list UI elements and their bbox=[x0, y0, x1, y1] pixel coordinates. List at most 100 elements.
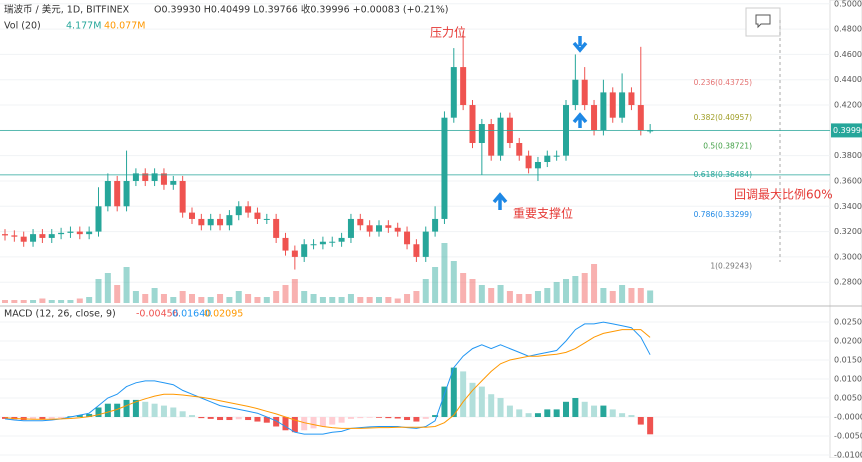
volume-bar bbox=[628, 288, 635, 303]
volume-bar bbox=[58, 300, 65, 303]
annotation: 重要支撑位 bbox=[513, 206, 573, 221]
macd-bar bbox=[30, 416, 37, 420]
candle-body bbox=[357, 218, 364, 226]
volume-bar bbox=[366, 297, 373, 303]
candle-body bbox=[2, 234, 8, 236]
macd-legend: 0.02095 bbox=[204, 309, 243, 320]
candle-body bbox=[619, 92, 626, 118]
candle-body bbox=[20, 236, 27, 242]
candle-body bbox=[525, 155, 532, 169]
macd-bar bbox=[151, 403, 158, 417]
macd-bar bbox=[488, 394, 495, 417]
y-tick-label: -0.00000 bbox=[834, 412, 862, 421]
y-tick-label: -0.00500 bbox=[834, 431, 862, 440]
macd-bar bbox=[282, 416, 289, 431]
macd-bar bbox=[114, 403, 121, 417]
macd-bar bbox=[273, 416, 280, 427]
macd-bar bbox=[581, 401, 588, 417]
volume-bar bbox=[460, 273, 467, 303]
annotation: 压力位 bbox=[430, 25, 466, 40]
macd-bar bbox=[469, 382, 476, 417]
candle-body bbox=[488, 124, 495, 156]
fib-label: 0.382(0.40957) bbox=[694, 113, 752, 122]
candle-body bbox=[67, 231, 74, 233]
candle-body bbox=[282, 237, 289, 251]
volume-bar bbox=[525, 294, 532, 303]
candle-body bbox=[142, 173, 149, 181]
marks bbox=[2, 31, 654, 435]
volume-bar bbox=[553, 282, 560, 303]
volume-bar bbox=[189, 294, 195, 303]
candle-body bbox=[179, 180, 186, 213]
volume-bar bbox=[647, 290, 654, 303]
candle-body bbox=[591, 105, 598, 131]
macd-bar bbox=[506, 405, 513, 417]
price-axis bbox=[829, 0, 862, 459]
fib-label: 0.236(0.43725) bbox=[694, 78, 752, 87]
candle-body bbox=[11, 235, 18, 237]
candle-body bbox=[170, 180, 177, 185]
macd-bar bbox=[600, 405, 607, 417]
volume-bar bbox=[478, 285, 485, 303]
macd-bar bbox=[132, 399, 139, 417]
candle-body bbox=[581, 79, 588, 106]
candle-body bbox=[86, 231, 93, 235]
volume-bar bbox=[563, 279, 569, 303]
macd-bar bbox=[478, 386, 485, 417]
macd-bar bbox=[460, 371, 467, 417]
comment-button[interactable] bbox=[745, 7, 781, 37]
candle-body bbox=[366, 225, 373, 232]
candle-body bbox=[347, 218, 354, 238]
macd-bar bbox=[497, 398, 504, 417]
volume-bar bbox=[497, 285, 504, 303]
volume-bar bbox=[572, 276, 579, 303]
volume-bar bbox=[217, 294, 224, 303]
macd-bar bbox=[347, 416, 354, 419]
macd-bar bbox=[338, 416, 345, 423]
volume-bar bbox=[30, 300, 37, 303]
candle-body bbox=[114, 180, 121, 207]
volume-bar bbox=[151, 288, 158, 303]
macd-bar bbox=[235, 416, 242, 420]
macd-bar bbox=[366, 416, 373, 418]
macd-bar bbox=[516, 409, 523, 417]
candle-body bbox=[254, 212, 261, 219]
macd-bar bbox=[534, 413, 541, 417]
symbol: 瑞波币 / 美元, 1D, BITFINEX bbox=[4, 4, 130, 16]
macd-bar bbox=[310, 416, 317, 429]
candle-body bbox=[553, 155, 560, 157]
macd-bar bbox=[628, 415, 635, 417]
macd-bar bbox=[647, 416, 654, 435]
candle-body bbox=[534, 161, 541, 169]
macd-bar bbox=[179, 411, 186, 417]
candle-body bbox=[422, 231, 429, 257]
price-tag bbox=[831, 123, 862, 138]
volume-bar bbox=[609, 291, 616, 303]
volume-bar bbox=[404, 294, 411, 303]
candle-body bbox=[385, 225, 392, 228]
candle-body bbox=[104, 180, 111, 207]
ohlc: O0.39930 H0.40499 L0.39766 收0.39996 +0.0… bbox=[154, 4, 448, 16]
macd-bar bbox=[263, 416, 270, 423]
macd-bar bbox=[58, 416, 65, 419]
candle-body bbox=[376, 225, 382, 232]
candle-body bbox=[600, 92, 607, 131]
candle-body bbox=[226, 215, 233, 226]
candle-body bbox=[460, 67, 467, 106]
candle-body bbox=[39, 234, 46, 238]
candle-body bbox=[572, 79, 579, 106]
macd-bar bbox=[254, 416, 261, 422]
macd-title: MACD (12, 26, close, 9) bbox=[4, 309, 116, 320]
volume-bar bbox=[142, 294, 149, 303]
macd-bar bbox=[385, 416, 392, 419]
